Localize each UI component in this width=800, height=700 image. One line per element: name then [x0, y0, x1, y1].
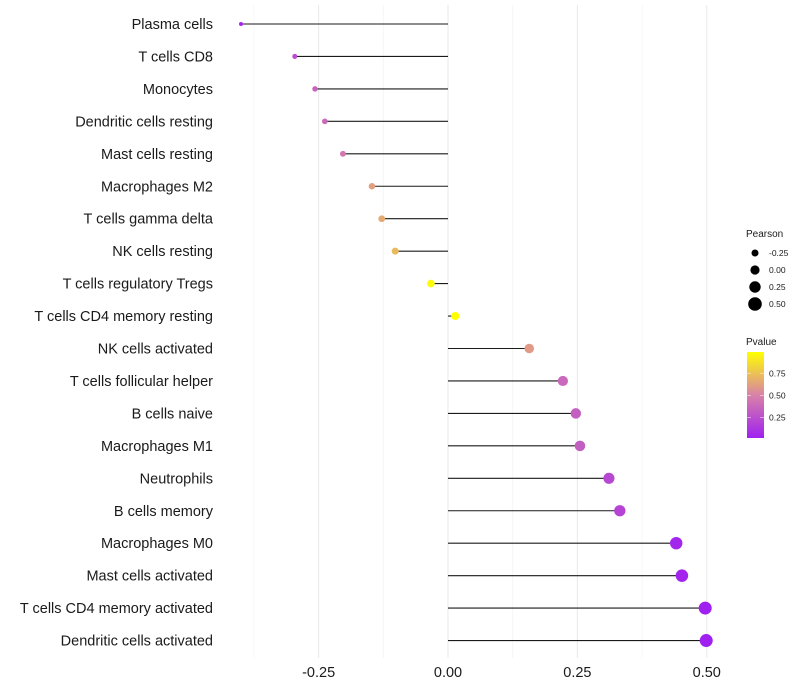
pearson-legend-label: -0.25	[769, 248, 789, 258]
point	[570, 408, 582, 419]
point	[698, 601, 712, 615]
y-tick-label: NK cells activated	[98, 342, 213, 358]
x-tick-label: 0.25	[563, 665, 591, 681]
y-tick-label: B cells naive	[132, 406, 213, 422]
point	[557, 375, 568, 387]
pearson-legend-key	[750, 265, 760, 275]
point	[239, 22, 243, 26]
pearson-legend-title: Pearson	[746, 229, 783, 240]
pearson-legend: Pearson -0.25 0.00 0.25 0.50	[746, 229, 789, 311]
y-tick-label: B cells memory	[114, 504, 214, 520]
y-tick-label: Dendritic cells resting	[75, 114, 213, 130]
y-tick-label: Monocytes	[143, 82, 213, 98]
pearson-legend-key	[748, 297, 762, 311]
pvalue-legend-title: Pvalue	[746, 337, 777, 348]
grid-lines	[253, 5, 708, 658]
point	[378, 215, 386, 223]
point	[368, 182, 376, 190]
y-tick-label: T cells CD4 memory resting	[34, 309, 213, 325]
pvalue-legend: Pvalue 0.25 0.50 0.75	[746, 337, 786, 438]
pvalue-legend-label: 0.75	[769, 368, 786, 378]
y-tick-label: Plasma cells	[132, 17, 213, 33]
point	[670, 536, 683, 550]
y-tick-label: NK cells resting	[112, 244, 213, 260]
y-tick-label: Dendritic cells activated	[61, 634, 213, 650]
y-tick-label: T cells CD4 memory activated	[20, 601, 213, 617]
x-tick-label: 0.00	[434, 665, 462, 681]
point	[339, 150, 346, 157]
point	[699, 634, 713, 648]
point	[312, 86, 318, 92]
point	[427, 279, 435, 288]
y-tick-label: Macrophages M2	[101, 179, 213, 195]
point	[574, 440, 586, 452]
pvalue-legend-label: 0.50	[769, 390, 786, 400]
y-tick-label: Mast cells resting	[101, 147, 213, 163]
y-tick-label: T cells gamma delta	[84, 212, 214, 228]
y-tick-label: Macrophages M1	[101, 439, 213, 455]
y-tick-label: Neutrophils	[140, 471, 213, 487]
y-axis-labels: Plasma cells T cells CD8 Monocytes Dendriti…	[20, 17, 214, 650]
point	[391, 247, 399, 255]
point	[675, 569, 689, 582]
pearson-legend-label: 0.00	[769, 265, 786, 275]
y-tick-label: T cells follicular helper	[70, 374, 213, 390]
point	[524, 343, 535, 354]
y-tick-label: Macrophages M0	[101, 536, 213, 552]
stems	[241, 23, 707, 642]
pearson-legend-key	[749, 281, 761, 293]
x-tick-label: 0.50	[693, 665, 721, 681]
pvalue-colorbar	[747, 352, 764, 438]
x-tick-label: -0.25	[302, 665, 335, 681]
pearson-legend-label: 0.25	[769, 282, 786, 292]
pvalue-legend-label: 0.25	[769, 413, 786, 423]
points	[239, 22, 713, 648]
point	[322, 118, 328, 125]
y-tick-label: Mast cells activated	[86, 569, 213, 585]
pearson-legend-key	[751, 249, 759, 257]
point	[603, 472, 615, 484]
point	[292, 53, 298, 59]
x-axis-labels: -0.25 0.00 0.25 0.50	[302, 665, 721, 681]
y-tick-label: T cells regulatory Tregs	[63, 277, 213, 293]
y-tick-label: T cells CD8	[138, 49, 213, 65]
point	[451, 311, 460, 321]
point	[614, 505, 626, 517]
pearson-legend-label: 0.50	[769, 299, 786, 309]
